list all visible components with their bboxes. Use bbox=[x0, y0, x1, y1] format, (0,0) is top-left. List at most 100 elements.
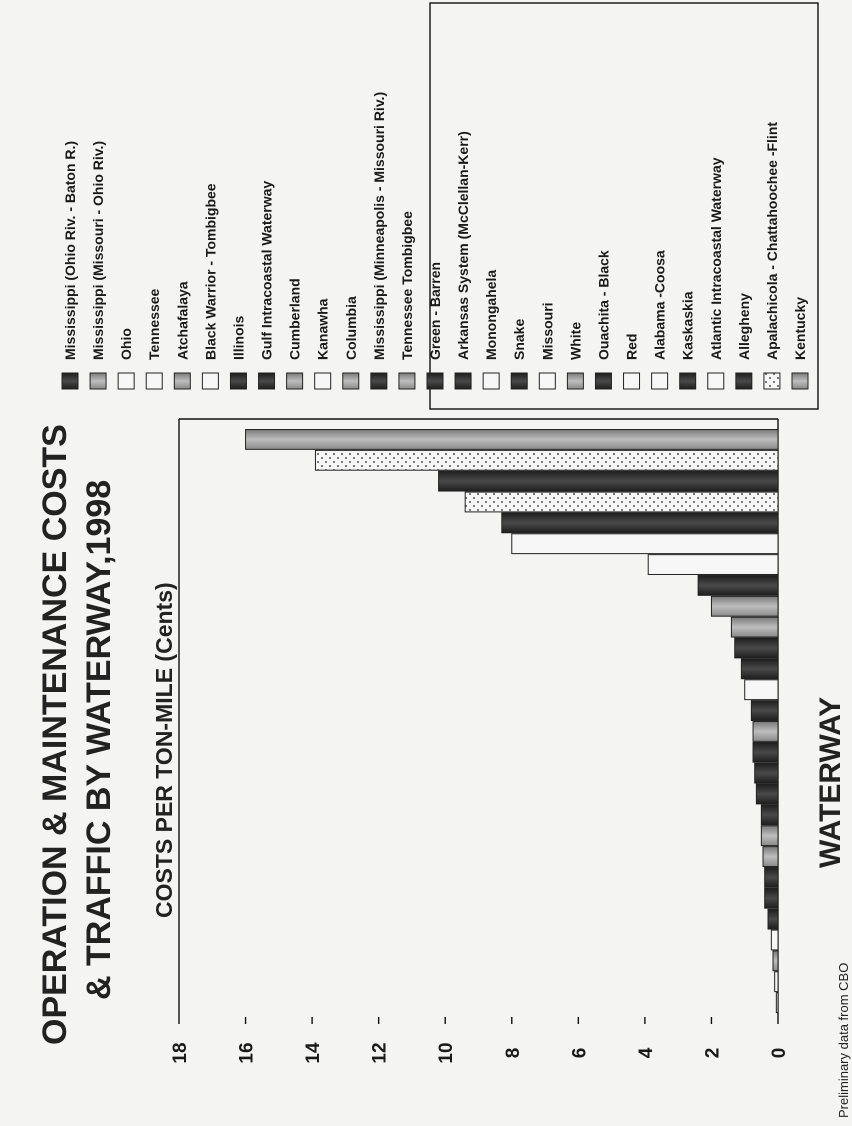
bar bbox=[760, 825, 779, 847]
legend-swatch bbox=[482, 372, 500, 390]
legend-swatch bbox=[454, 372, 472, 390]
y-axis-label: COSTS PER TON-MILE (Cents) bbox=[151, 582, 177, 918]
bar bbox=[501, 512, 779, 534]
legend-swatch bbox=[735, 372, 753, 390]
legend-swatch bbox=[426, 372, 444, 390]
legend-label: Mississippi (Minneapolis - Missouri Riv.… bbox=[371, 92, 387, 360]
y-tick-label: 4 bbox=[636, 1047, 657, 1058]
legend-label: Columbia bbox=[343, 296, 359, 360]
bar bbox=[740, 658, 779, 680]
legend-swatch bbox=[370, 372, 388, 390]
legend-swatch bbox=[566, 372, 584, 390]
bar bbox=[752, 721, 779, 742]
y-tick-label: 2 bbox=[702, 1048, 723, 1059]
bar bbox=[314, 449, 779, 471]
legend-swatch bbox=[398, 372, 416, 390]
legend-label: Tennessee bbox=[146, 288, 162, 360]
bar bbox=[438, 470, 779, 492]
legend-label: Kentucky bbox=[792, 297, 808, 360]
legend: Mississippi (Ohio Riv. - Baton R.) Missis… bbox=[61, 92, 809, 390]
legend-label: Kanawha bbox=[315, 298, 331, 360]
legend-label: Red bbox=[624, 334, 640, 360]
legend-label: Mississippi (Ohio Riv. - Baton R.) bbox=[62, 141, 78, 360]
legend-label: Cumberland bbox=[287, 278, 303, 360]
legend-swatch bbox=[89, 372, 107, 390]
legend-label: Missouri bbox=[539, 302, 555, 360]
legend-swatch bbox=[173, 372, 191, 390]
bar bbox=[750, 700, 779, 721]
legend-label: Ohio bbox=[118, 328, 134, 360]
legend-label: Allegheny bbox=[736, 293, 752, 360]
title-line-1: OPERATION & MAINTENANCE COSTS bbox=[36, 424, 74, 1045]
bar bbox=[760, 804, 779, 826]
bar bbox=[767, 908, 779, 930]
legend-label: Gulf Intracoastal Waterway bbox=[259, 181, 275, 360]
legend-label: Alabama -Coosa bbox=[652, 250, 668, 360]
legend-label: Atchafalaya bbox=[174, 281, 190, 360]
legend-label: Mississippi (Missouri - Ohio Riv.) bbox=[90, 141, 106, 360]
bar bbox=[744, 679, 779, 701]
legend-swatch bbox=[258, 372, 276, 390]
bar bbox=[697, 575, 779, 596]
y-tick-label: 10 bbox=[436, 1042, 457, 1063]
footnote: Preliminary data from CBO bbox=[836, 963, 851, 1118]
bar bbox=[511, 533, 779, 555]
bar bbox=[764, 867, 779, 888]
legend-swatch bbox=[651, 372, 669, 390]
legend-swatch bbox=[538, 372, 556, 390]
legend-label: White bbox=[567, 322, 583, 360]
bar bbox=[245, 429, 779, 450]
y-tick-label: 14 bbox=[303, 1042, 324, 1064]
y-tick-label: 18 bbox=[170, 1042, 191, 1063]
legend-box bbox=[429, 2, 819, 410]
bar bbox=[730, 616, 779, 638]
y-tick-label: 8 bbox=[503, 1048, 524, 1059]
legend-label: Kaskaskia bbox=[680, 291, 696, 360]
legend-swatch bbox=[286, 372, 304, 390]
legend-label: Ouachita - Black bbox=[595, 250, 611, 360]
legend-label: Tennessee Tombigbee bbox=[399, 211, 415, 360]
bar bbox=[755, 783, 779, 805]
y-tick-label: 0 bbox=[769, 1048, 790, 1059]
bar bbox=[647, 554, 779, 575]
legend-swatch bbox=[763, 372, 781, 390]
legend-label: Illinois bbox=[230, 315, 246, 360]
bar bbox=[754, 762, 779, 784]
legend-swatch bbox=[679, 372, 697, 390]
legend-label: Black Warrior - Tombigbee bbox=[202, 183, 218, 360]
legend-swatch bbox=[342, 372, 360, 390]
bar-series bbox=[245, 429, 779, 1013]
legend-swatch bbox=[707, 372, 725, 390]
legend-label: Snake bbox=[511, 319, 527, 360]
legend-swatch bbox=[145, 372, 163, 390]
bar bbox=[710, 595, 779, 617]
legend-swatch bbox=[314, 372, 332, 390]
bar bbox=[764, 887, 779, 909]
y-axis-ticks: 0 2 4 6 8 10 12 14 16 18 bbox=[170, 1017, 790, 1064]
y-tick-label: 16 bbox=[237, 1042, 258, 1063]
bar bbox=[774, 971, 779, 993]
bar bbox=[772, 950, 779, 972]
legend-label: Arkansas System (McClellan-Kerr) bbox=[455, 131, 471, 360]
legend-swatch bbox=[510, 372, 528, 390]
legend-swatch bbox=[117, 372, 135, 390]
legend-swatch bbox=[229, 372, 247, 390]
legend-swatch bbox=[61, 372, 79, 390]
bar bbox=[464, 491, 779, 513]
bar bbox=[762, 846, 779, 867]
chart-title: OPERATION & MAINTENANCE COSTS & TRAFFIC … bbox=[36, 424, 118, 1045]
legend-label: Atlantic Intracoastal Waterway bbox=[708, 157, 724, 360]
bar bbox=[770, 929, 779, 951]
legend-label: Monongahela bbox=[483, 270, 499, 360]
legend-swatch bbox=[201, 372, 219, 390]
bar bbox=[752, 741, 779, 763]
title-line-2: & TRAFFIC BY WATERWAY,1998 bbox=[80, 480, 118, 1000]
legend-swatch bbox=[791, 372, 809, 390]
y-tick-label: 12 bbox=[370, 1042, 391, 1063]
legend-label: Apalachicola - Chattahoochee -Flint bbox=[764, 122, 780, 360]
bar bbox=[734, 637, 779, 659]
legend-label: Green - Barren bbox=[427, 262, 443, 360]
x-axis-label: WATERWAY bbox=[814, 697, 847, 868]
legend-swatch bbox=[594, 372, 612, 390]
